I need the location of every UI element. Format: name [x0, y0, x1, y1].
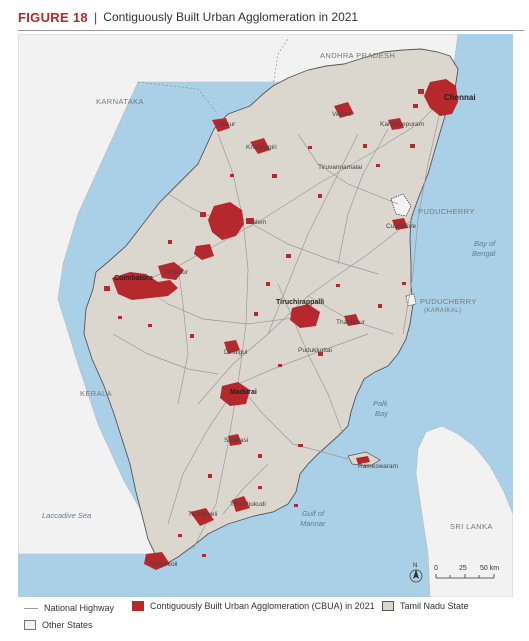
legend-item-tamil-nadu: Tamil Nadu State: [382, 601, 469, 611]
legend-item-other-states: Other States: [24, 620, 93, 630]
cbua-hosur: [212, 118, 230, 132]
legend-other-states-label: Other States: [42, 620, 93, 630]
label-pudukkottai: Pudukkottai: [298, 347, 332, 354]
karnataka-border: [137, 81, 219, 115]
tamil-nadu-state: [83, 48, 459, 565]
label-tiruppur: Tiruppur: [164, 269, 189, 276]
figure-label: FIGURE 18: [18, 9, 88, 25]
label-kancheepuram: Kancheepuram: [380, 121, 424, 128]
label-vellore: Vellore: [332, 111, 352, 118]
label-puducherry: PUDUCHERRY: [418, 207, 475, 216]
scale-tick-50: 50 km: [480, 565, 499, 572]
label-bay-of-bengal-1: Bay of: [474, 239, 496, 248]
label-cuddalore: Cuddalore: [386, 223, 416, 230]
cbua-urban-areas: [104, 79, 458, 570]
cbua-swatch: [132, 601, 144, 611]
label-gulf-of-mannar-2: Mannar: [300, 519, 326, 528]
label-andhra-pradesh: ANDHRA PRADESH: [320, 51, 395, 60]
figure-title: Contiguously Built Urban Agglomeration i…: [103, 10, 359, 24]
cbua-thoothukudi: [232, 496, 250, 512]
cbua-nagercoil: [144, 552, 170, 570]
label-karnataka: KARNATAKA: [96, 97, 144, 106]
label-sri-lanka: SRI LANKA: [450, 522, 493, 531]
figure-header: FIGURE 18 | Contiguously Built Urban Agg…: [18, 6, 358, 28]
map: ANDHRA PRADESH KARNATAKA KERALA PUDUCHER…: [18, 34, 513, 597]
karaikal-enclave: [405, 293, 417, 307]
cbua-dindigul: [224, 340, 240, 354]
cbua-salem: [208, 202, 244, 240]
label-kerala: KERALA: [80, 389, 112, 398]
label-coimbatore: Coimbatore: [114, 275, 153, 282]
label-chennai: Chennai: [444, 93, 476, 102]
cbua-madurai: [220, 382, 250, 406]
legend-item-highway: National Highway: [24, 603, 114, 613]
legend-item-cbua: Contiguously Built Urban Agglomeration (…: [132, 601, 375, 611]
highway-line-swatch: [24, 607, 38, 609]
label-tiruchirappalli: Tiruchirappalli: [276, 299, 324, 306]
cbua-chennai: [424, 79, 458, 116]
cbua-cuddalore: [392, 218, 408, 230]
label-laccadive-sea: Laccadive Sea: [42, 511, 91, 520]
label-salem: Salem: [248, 219, 266, 226]
label-palk-bay-2: Bay: [375, 409, 389, 418]
cbua-thanjavur: [344, 314, 360, 326]
figure-separator: |: [93, 9, 98, 25]
label-tirunelveli: Tirunelveli: [188, 511, 217, 518]
cbua-vellore: [334, 102, 354, 118]
cbua-sivakasi: [228, 434, 242, 446]
puducherry-enclave: [390, 193, 412, 217]
cbua-rameswaram: [356, 456, 370, 464]
label-madurai: Madurai: [230, 389, 257, 396]
label-nagercoil: Nagercoil: [150, 561, 178, 568]
cbua-kancheepuram: [388, 118, 404, 130]
cbua-krishnagiri: [250, 138, 270, 154]
legend-highway-label: National Highway: [44, 603, 115, 613]
cbua-tiruppur: [158, 262, 184, 280]
legend-cbua-label: Contiguously Built Urban Agglomeration (…: [150, 601, 375, 611]
scale-bar: [435, 574, 495, 579]
label-dindigul: Dindigul: [224, 349, 248, 356]
label-gulf-of-mannar-1: Gulf of: [302, 509, 325, 518]
ap-border: [272, 38, 289, 87]
header-rule: [18, 30, 524, 31]
label-thanjavur: Thanjavur: [336, 319, 366, 326]
scale-tick-25: 25: [459, 565, 467, 572]
cbua-coimbatore: [112, 272, 178, 300]
legend-tamil-nadu-label: Tamil Nadu State: [400, 601, 469, 611]
legend: National Highway Contiguously Built Urba…: [18, 600, 523, 640]
label-thoothukudi: Thoothukudi: [230, 501, 266, 508]
label-tiruvannamalai: Tiruvannamalai: [318, 164, 362, 171]
label-hosur: Hosur: [218, 121, 236, 128]
label-puducherry-karaikal: PUDUCHERRY: [420, 297, 477, 306]
label-sivakasi: Sivakasi: [224, 437, 248, 444]
cbua-tiruchirappalli: [290, 304, 320, 328]
label-rameswaram: Rameswaram: [358, 463, 398, 470]
label-karaikal: (KARAIKAL): [424, 308, 461, 314]
sri-lanka-land: [415, 425, 513, 597]
label-krishnagiri: Krishnagiri: [246, 144, 277, 151]
label-palk-bay-1: Palk: [373, 399, 389, 408]
north-arrow: N: [409, 563, 423, 583]
other-states-swatch: [24, 620, 36, 630]
scale-tick-0: 0: [434, 565, 438, 572]
cbua-erode: [194, 244, 214, 260]
label-bay-of-bengal-2: Bengal: [472, 249, 496, 258]
tamil-nadu-swatch: [382, 601, 394, 611]
north-label: N: [413, 563, 417, 569]
cbua-tirunelveli: [190, 508, 214, 526]
